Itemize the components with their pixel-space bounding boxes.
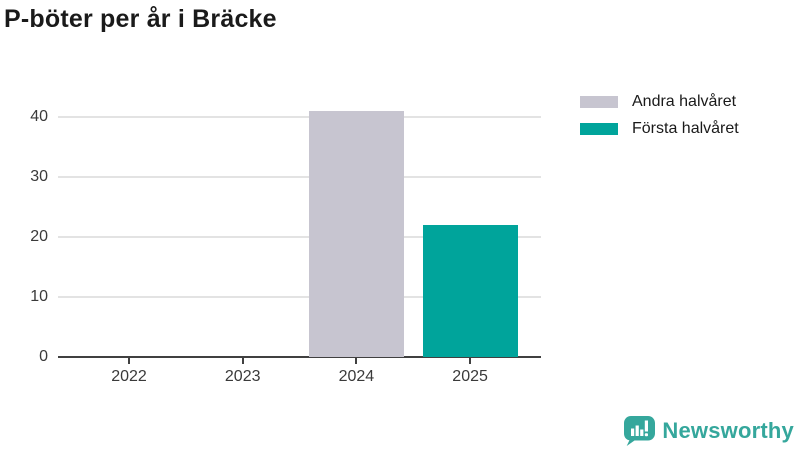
legend-label-forsta-halvaret: Första halvåret (632, 119, 739, 137)
x-axis-tick-label-2022: 2022 (111, 368, 147, 385)
gridline-y-10 (58, 296, 541, 298)
x-axis-line (58, 356, 541, 358)
gridline-y-20 (58, 236, 541, 238)
legend-swatch-forsta-halvaret (580, 122, 618, 135)
y-axis-tick-label: 10 (30, 288, 48, 305)
legend-item-forsta-halvaret: Första halvåret (580, 115, 739, 142)
x-axis-tick-mark (355, 358, 358, 364)
y-axis-tick-label: 30 (30, 168, 48, 185)
page-title: P-böter per år i Bräcke (4, 5, 277, 33)
x-axis-tick-label-2023: 2023 (224, 368, 261, 385)
legend-item-andra-halvaret: Andra halvåret (580, 88, 739, 115)
x-axis-tick-mark (128, 358, 130, 364)
gridline-y-40 (58, 116, 541, 118)
y-axis-tick-label: 0 (39, 348, 48, 365)
legend-swatch-andra-halvaret (580, 95, 618, 108)
y-axis-tick-label: 20 (30, 228, 48, 245)
x-axis-tick-label-2024: 2024 (338, 368, 375, 385)
bar-2025-forsta-halvaret (422, 225, 518, 357)
x-axis-tick-mark (469, 358, 472, 364)
x-axis-tick-mark (241, 358, 244, 364)
legend-label-andra-halvaret: Andra halvåret (632, 92, 737, 110)
newsworthy-branding: Newsworthy (624, 416, 794, 446)
gridline-y-30 (58, 176, 541, 178)
chart-legend: Andra halvåret Första halvåret (580, 88, 739, 142)
newsworthy-logo-text: Newsworthy (662, 418, 794, 443)
y-axis-tick-label: 40 (30, 108, 48, 125)
bar-2024-andra-halvaret (308, 111, 404, 357)
newsworthy-logo-icon (624, 416, 656, 446)
x-axis-tick-label-2025: 2025 (452, 368, 488, 385)
